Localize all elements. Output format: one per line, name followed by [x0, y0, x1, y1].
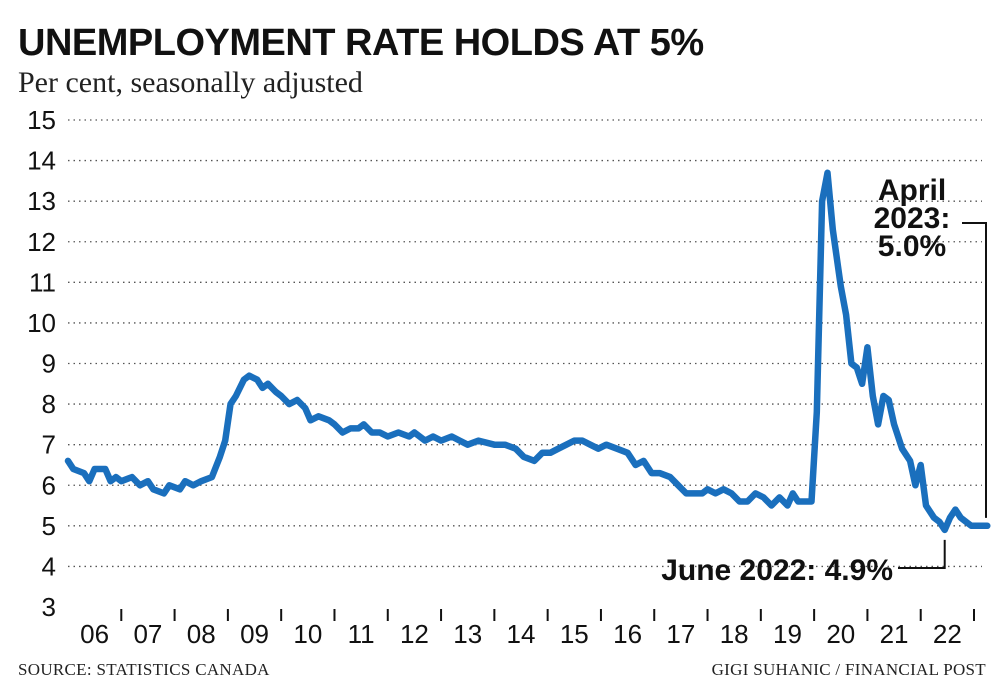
x-tick-label: 08: [187, 619, 216, 649]
annotation-line: 2023:: [874, 202, 951, 235]
y-tick-label: 3: [42, 592, 56, 622]
y-tick-label: 10: [27, 308, 56, 338]
annotation-leader-april: [962, 222, 987, 518]
annotation-line: 5.0%: [878, 230, 946, 263]
annotation-leader-june: [898, 539, 946, 569]
x-tick-label: 11: [348, 619, 375, 649]
y-tick-label: 7: [42, 430, 56, 460]
series-line-0: [64, 169, 991, 534]
y-tick-label: 11: [29, 267, 56, 297]
source-credit: SOURCE: STATISTICS CANADA: [18, 660, 270, 679]
x-tick-label: 15: [560, 619, 589, 649]
y-tick-label: 6: [42, 470, 56, 500]
annotation-june-2022: June 2022: 4.9%: [661, 539, 946, 587]
y-tick-label: 14: [27, 146, 56, 176]
author-credit: GIGI SUHANIC / FINANCIAL POST: [711, 660, 986, 679]
annotation-line: April: [878, 174, 946, 207]
y-tick-label: 8: [42, 389, 56, 419]
x-tick-label: 07: [133, 619, 162, 649]
y-tick-label: 5: [42, 511, 56, 541]
y-tick-label: 4: [42, 551, 56, 581]
chart-title: UNEMPLOYMENT RATE HOLDS AT 5%: [18, 22, 704, 64]
chart-subtitle: Per cent, seasonally adjusted: [18, 66, 363, 99]
x-tick-label: 06: [80, 619, 109, 649]
x-tick-label: 10: [293, 619, 322, 649]
x-tick-label: 14: [507, 619, 536, 649]
y-axis-ticks: 3 4 5 6 7 8 9 10 11 12 13 14 15: [27, 105, 56, 622]
x-axis-ticks: 06 07 08 09 10 11 12 13 14 15 16 17 18 19 20 21 22: [80, 609, 976, 649]
x-tick-label: 16: [613, 619, 642, 649]
x-tick-label: 20: [826, 619, 855, 649]
x-tick-label: 12: [400, 619, 429, 649]
y-tick-label: 12: [27, 227, 56, 257]
grid-lines: [68, 119, 982, 568]
x-tick-label: 21: [880, 619, 909, 649]
x-tick-label: 13: [453, 619, 482, 649]
x-tick-label: 17: [666, 619, 695, 649]
y-tick-label: 13: [27, 186, 56, 216]
series-layer: [64, 169, 991, 534]
x-tick-label: 22: [933, 619, 962, 649]
y-tick-label: 15: [27, 105, 56, 135]
y-tick-label: 9: [42, 349, 56, 379]
x-tick-label: 19: [773, 619, 802, 649]
x-tick-label: 18: [720, 619, 749, 649]
x-tick-label: 09: [240, 619, 269, 649]
annotation-text: June 2022: 4.9%: [661, 554, 893, 587]
